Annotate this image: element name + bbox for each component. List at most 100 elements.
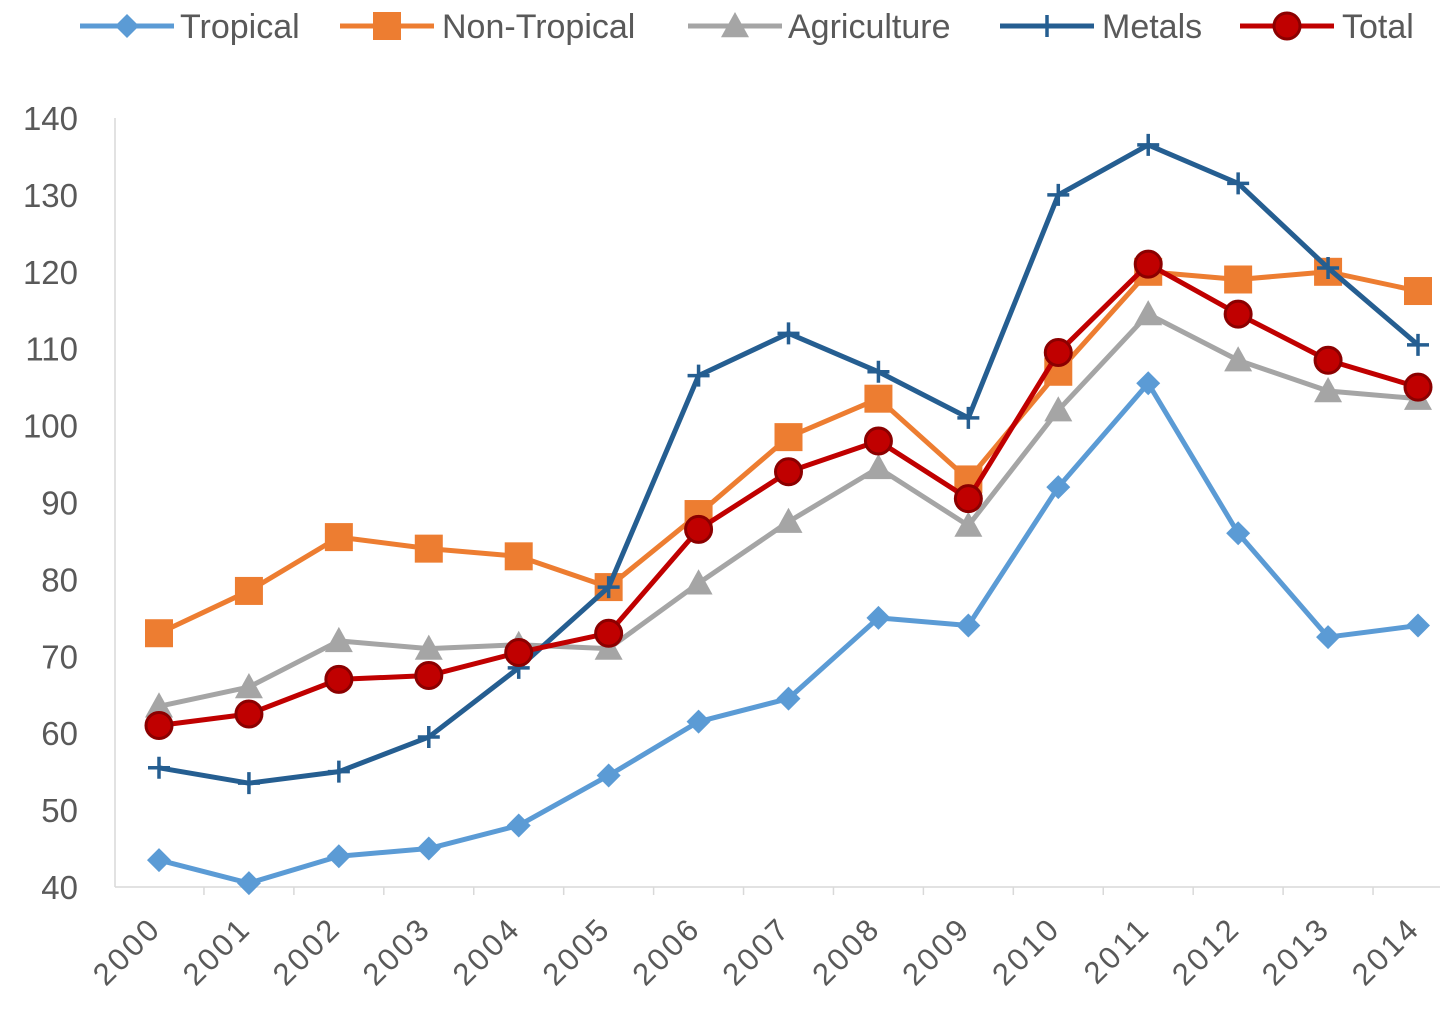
data-point-tropical	[416, 836, 441, 861]
y-tick-label: 70	[41, 638, 78, 675]
data-point-tropical	[1136, 371, 1161, 396]
data-point-agriculture	[145, 692, 173, 718]
data-point-non-tropical	[234, 576, 263, 605]
data-point-metals	[1137, 133, 1160, 156]
data-point-metals	[237, 772, 260, 795]
data-point-tropical	[1316, 625, 1341, 650]
data-point-total	[774, 457, 803, 487]
data-point-total	[594, 618, 624, 648]
data-point-non-tropical	[414, 534, 443, 563]
data-point-tropical	[1406, 613, 1430, 638]
legend-marker-total	[1272, 11, 1302, 41]
data-point-metals	[867, 360, 890, 383]
data-point-tropical	[506, 813, 531, 838]
y-tick-label: 50	[41, 792, 78, 829]
legend-marker-non-tropical	[373, 12, 401, 40]
data-point-total	[1223, 299, 1253, 329]
data-point-total	[1403, 372, 1433, 402]
data-point-tropical	[956, 613, 981, 638]
data-point-total	[1043, 338, 1073, 368]
data-point-total	[234, 699, 264, 729]
data-point-total	[863, 426, 893, 456]
data-point-total	[1313, 345, 1343, 375]
data-point-metals	[327, 760, 350, 783]
x-tick-label: 2007	[715, 910, 797, 992]
data-point-total	[953, 484, 983, 514]
data-point-total	[324, 664, 354, 694]
data-point-tropical	[1226, 521, 1251, 546]
x-tick-label: 2012	[1165, 910, 1247, 992]
data-point-agriculture	[864, 453, 893, 480]
data-point-metals	[957, 406, 980, 429]
legend-label: Agriculture	[788, 8, 951, 46]
legend: Tropical Non-Tropical Agriculture Metals Tot…	[80, 8, 1414, 46]
series-total	[144, 249, 1433, 741]
data-point-metals	[597, 576, 620, 599]
data-point-agriculture	[1044, 396, 1073, 422]
x-tick-label: 2002	[266, 910, 348, 992]
legend-item-non-tropical: Non-Tropical	[340, 8, 635, 46]
legend-item-agriculture: Agriculture	[688, 8, 951, 46]
x-tick-label: 2008	[805, 910, 887, 992]
data-point-agriculture	[684, 569, 713, 595]
data-point-total	[414, 661, 444, 691]
data-point-tropical	[326, 844, 351, 869]
y-tick-label: 80	[41, 561, 78, 598]
legend-label: Total	[1342, 8, 1414, 46]
data-point-tropical	[776, 686, 801, 711]
data-point-non-tropical	[504, 542, 533, 571]
x-tick-label: 2013	[1255, 910, 1337, 992]
data-point-total	[144, 711, 174, 741]
data-point-tropical	[866, 605, 891, 630]
data-point-metals	[777, 322, 800, 345]
data-point-metals	[1047, 183, 1070, 206]
data-point-non-tropical	[1224, 265, 1253, 294]
series-metals	[148, 133, 1429, 795]
data-point-total	[684, 514, 714, 544]
data-point-tropical	[596, 763, 621, 788]
data-point-agriculture	[1134, 300, 1163, 326]
y-tick-label: 130	[23, 177, 78, 214]
data-point-metals	[148, 756, 170, 779]
series-agriculture	[145, 300, 1432, 718]
y-tick-label: 60	[41, 715, 78, 752]
legend-item-tropical: Tropical	[80, 8, 300, 46]
data-point-tropical	[236, 871, 261, 896]
x-tick-label: 2003	[356, 910, 438, 992]
x-tick-label: 2001	[176, 910, 258, 992]
data-point-agriculture	[954, 511, 983, 537]
data-point-metals	[417, 726, 440, 749]
y-tick-label: 100	[23, 408, 78, 445]
y-tick-label: 140	[23, 100, 78, 137]
x-tick-label: 2004	[446, 910, 528, 992]
y-tick-label: 40	[41, 869, 78, 906]
data-point-total	[504, 637, 534, 667]
legend-label: Non-Tropical	[442, 8, 635, 46]
legend-label: Metals	[1102, 8, 1202, 46]
legend-marker-metals	[1036, 15, 1058, 37]
data-point-agriculture	[774, 507, 803, 533]
y-tick-label: 110	[25, 331, 78, 368]
data-point-metals	[1317, 256, 1340, 279]
legend-marker-agriculture	[721, 12, 749, 38]
x-tick-label: 2014	[1345, 910, 1427, 992]
data-point-non-tropical	[324, 523, 353, 552]
data-point-agriculture	[234, 673, 263, 699]
y-tick-label: 90	[41, 485, 78, 522]
x-tick-label: 2000	[86, 910, 168, 992]
data-point-metals	[1227, 172, 1250, 195]
x-tick-label: 2005	[536, 910, 618, 992]
x-tick-label: 2010	[985, 910, 1067, 992]
data-point-tropical	[686, 709, 711, 734]
legend-marker-tropical	[115, 14, 139, 38]
data-point-metals	[1407, 333, 1429, 356]
data-point-tropical	[1046, 475, 1071, 500]
data-point-agriculture	[1224, 346, 1253, 372]
data-point-metals	[687, 364, 710, 387]
legend-item-total: Total	[1240, 8, 1414, 46]
data-point-agriculture	[1314, 376, 1343, 403]
x-tick-label: 2009	[895, 910, 977, 992]
